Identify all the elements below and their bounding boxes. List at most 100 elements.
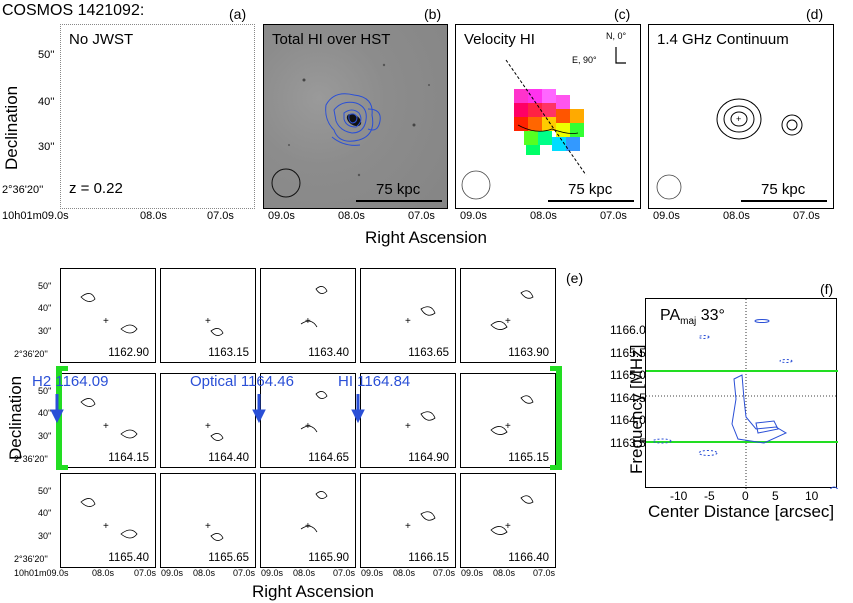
- pv-pa-value: 33°: [696, 307, 725, 324]
- panel-b-letter: (b): [424, 6, 442, 22]
- channel-panel: +1165.15: [460, 373, 556, 468]
- channel-contours: +: [205, 316, 224, 336]
- panel-c-letter: (c): [614, 6, 631, 22]
- panel-f-letter: (f): [820, 281, 834, 297]
- grid-dec-tick: 2°36'20'': [14, 349, 48, 359]
- channel-contours: +: [300, 491, 328, 533]
- channel-panel: +1164.15: [60, 373, 156, 468]
- channel-panel: +1162.90: [60, 268, 156, 363]
- grid-ra-tick: 08.0s: [493, 568, 516, 578]
- marker-optical-label: Optical 1164.46: [190, 373, 294, 390]
- pv-pa-label: PAmaj 33°: [660, 307, 725, 327]
- grid-ra-tick: 07.0s: [433, 568, 456, 578]
- center-cross: +: [103, 316, 109, 327]
- channel-frequency: 1163.65: [408, 347, 449, 359]
- pv-ytick: 1166.0: [610, 323, 646, 337]
- panel-d-letter: (d): [806, 6, 824, 22]
- channel-panel: +1165.90: [260, 473, 356, 568]
- channel-contours: +: [405, 511, 436, 532]
- panel-c-velocity-map: [461, 47, 626, 200]
- channel-contours: +: [300, 286, 328, 328]
- ra-tick: 08.0s: [140, 210, 167, 222]
- panel-d-title: 1.4 GHz Continuum: [657, 31, 789, 48]
- grid-ra-tick: 09.0s: [361, 568, 384, 578]
- panel-c-scalebar: [548, 200, 634, 202]
- pv-ytick: 1164.0: [610, 413, 646, 427]
- contour-path: [420, 511, 436, 521]
- channel-panel: +1164.40: [160, 373, 256, 468]
- panel-b-total-hi: Total HI over HST 75 kpc: [263, 24, 448, 209]
- channel-contours: +: [300, 391, 328, 433]
- channel-frequency: 1164.15: [108, 452, 149, 464]
- ra-tick: 07.0s: [793, 210, 820, 222]
- grid-dec-tick: 40'': [38, 508, 52, 518]
- center-cross: +: [505, 421, 511, 432]
- contour-path: [300, 286, 328, 328]
- channel-panel: +1164.90: [360, 373, 456, 468]
- center-cross: +: [505, 521, 511, 532]
- channel-contours: +: [405, 411, 436, 432]
- channel-panel: +1163.40: [260, 268, 356, 363]
- panel-d-continuum: 1.4 GHz Continuum + 75 kpc: [648, 24, 834, 209]
- center-cross: +: [205, 316, 211, 327]
- grid-ra-tick: 07.0s: [533, 568, 556, 578]
- pv-xtick: 0: [742, 489, 749, 503]
- channel-frequency: 1165.40: [108, 552, 149, 564]
- contour-path: [420, 306, 436, 316]
- dec-tick: 30'': [38, 141, 55, 153]
- contour-path: [210, 533, 224, 541]
- contour-path: [210, 328, 224, 336]
- grid-ra-tick: 10h01m09.0s: [14, 568, 69, 578]
- contour-path: [490, 495, 534, 535]
- grid-dec-tick: 30'': [38, 531, 52, 541]
- grid-ra-tick: 07.0s: [333, 568, 356, 578]
- center-cross: +: [103, 521, 109, 532]
- ra-tick: 09.0s: [268, 210, 295, 222]
- marker-hi-label: HI 1164.84: [338, 373, 411, 390]
- channel-contours: +: [490, 395, 534, 435]
- pv-ytick: 1163.5: [610, 435, 646, 450]
- contour-path: [210, 433, 224, 441]
- ra-tick: 10h01m09.0s: [2, 210, 69, 222]
- center-cross: +: [305, 316, 311, 327]
- panel-a-title: No JWST: [69, 31, 134, 48]
- channel-panel: +1163.15: [160, 268, 256, 363]
- pv-xtick: 10: [805, 489, 819, 503]
- dec-tick: 50'': [38, 49, 55, 61]
- center-cross: +: [405, 316, 411, 327]
- channel-panel: +1163.65: [360, 268, 456, 363]
- panel-b-title: Total HI over HST: [272, 31, 391, 48]
- grid-ra-tick: 08.0s: [393, 568, 416, 578]
- channel-frequency: 1162.90: [108, 347, 149, 359]
- grid-dec-tick: 30'': [38, 326, 52, 336]
- pv-xtick: 5: [772, 489, 779, 503]
- pv-plot: [646, 299, 838, 489]
- panel-f-pv-diagram: PAmaj 33°: [645, 298, 838, 489]
- channel-frequency: 1165.15: [508, 452, 549, 464]
- panel-c-scale-label: 75 kpc: [568, 181, 613, 198]
- grid-ra-tick: 07.0s: [134, 568, 157, 578]
- channel-panel: +1165.65: [160, 473, 256, 568]
- grid-dec-tick: 50'': [38, 281, 52, 291]
- ra-tick: 07.0s: [207, 210, 234, 222]
- channel-frequency: 1164.65: [308, 452, 349, 464]
- channel-contours: +: [490, 495, 534, 535]
- panel-d-scalebar: [741, 200, 827, 202]
- grid-dec-tick: 40'': [38, 408, 52, 418]
- contour-path: [490, 290, 534, 330]
- center-cross: +: [205, 521, 211, 532]
- center-cross: +: [405, 421, 411, 432]
- channel-frequency: 1163.15: [208, 347, 249, 359]
- pv-pa-text: PA: [660, 307, 681, 324]
- channel-contours: +: [80, 293, 138, 334]
- grid-dec-tick: 30'': [38, 431, 52, 441]
- dec-tick: 2°36'20'': [2, 184, 44, 196]
- svg-text:+: +: [736, 114, 741, 124]
- panel-a-letter: (a): [229, 6, 247, 22]
- grid-dec-tick: 50'': [38, 386, 52, 396]
- contour-path: [80, 398, 138, 439]
- compass-east: E, 90°: [572, 55, 597, 65]
- channel-frequency: 1164.90: [408, 452, 449, 464]
- contour-path: [300, 491, 328, 533]
